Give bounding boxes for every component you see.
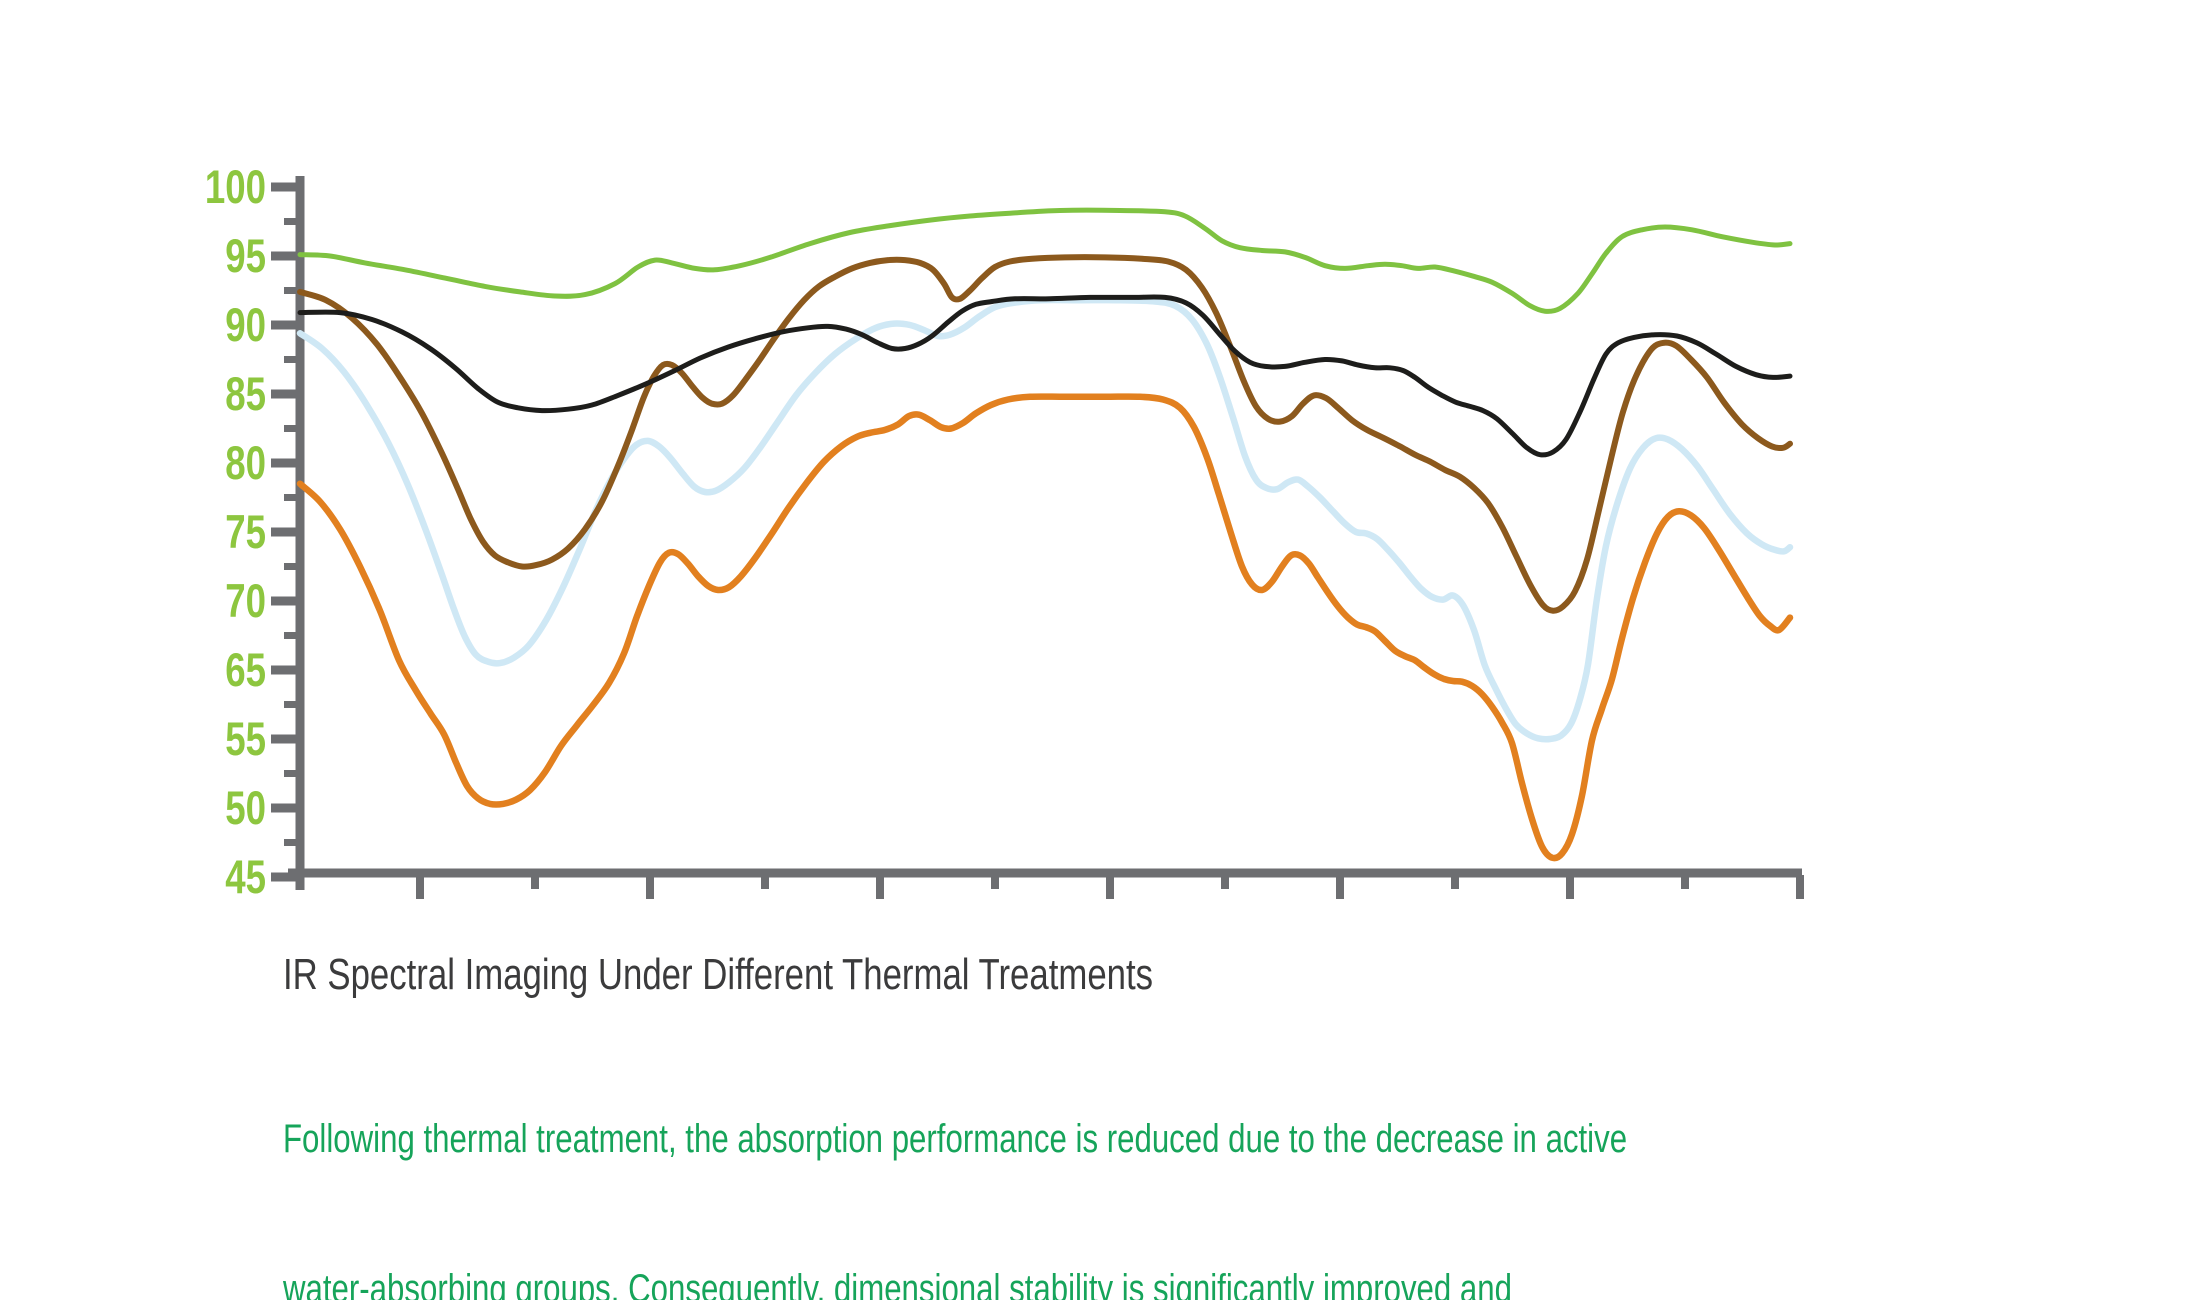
y-axis-label: 90	[225, 299, 266, 351]
curve-orange	[296, 393, 1794, 862]
chart-caption: Following thermal treatment, the absorpt…	[283, 1014, 1627, 1300]
y-axis-label: 85	[225, 368, 266, 420]
caption-line-1: Following thermal treatment, the absorpt…	[283, 1117, 1628, 1161]
curve-black	[297, 294, 1793, 458]
curve-brown	[297, 254, 1793, 614]
y-axis-label: 50	[225, 782, 266, 834]
curve-light-blue	[296, 296, 1794, 743]
y-axis-label: 65	[225, 644, 266, 696]
chart-title: IR Spectral Imaging Under Different Ther…	[283, 950, 1154, 999]
y-axis-label: 100	[205, 161, 266, 213]
y-axis-label: 95	[225, 230, 266, 282]
curve-green	[297, 207, 1793, 314]
y-axis-label: 80	[225, 437, 266, 489]
y-axis-label: 55	[225, 713, 266, 765]
caption-line-2: water-absorbing groups. Consequently, di…	[283, 1267, 1512, 1300]
y-axis-label: 45	[225, 851, 266, 903]
y-axis-label: 75	[225, 506, 266, 558]
y-axis-label: 70	[225, 575, 266, 627]
